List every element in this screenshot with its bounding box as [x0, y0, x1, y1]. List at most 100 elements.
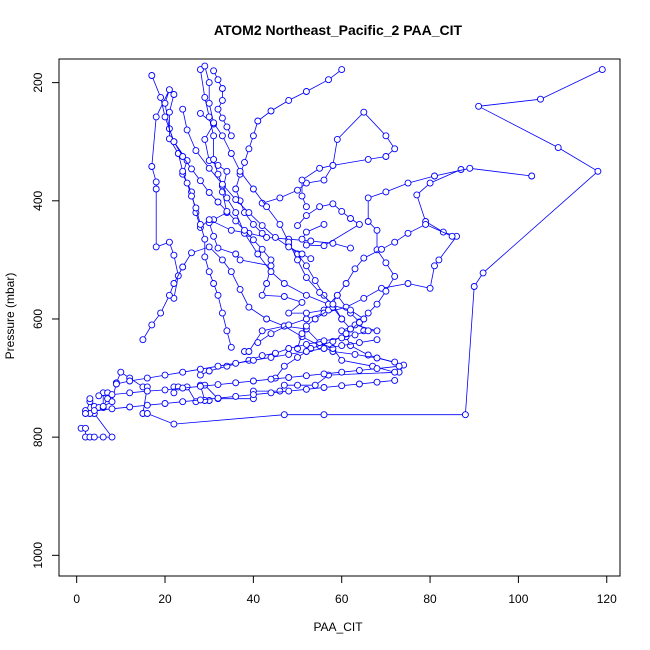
data-point — [196, 396, 204, 404]
data-point — [161, 99, 169, 107]
data-point — [210, 132, 218, 140]
data-point — [267, 107, 275, 115]
y-tick-label: 800 — [31, 427, 45, 447]
data-point — [364, 155, 372, 163]
data-point — [382, 188, 390, 196]
data-point — [285, 345, 293, 352]
data-point — [338, 66, 346, 74]
data-point — [302, 274, 310, 282]
data-point — [338, 356, 346, 364]
data-point — [201, 253, 209, 261]
data-point — [422, 220, 430, 228]
data-point — [218, 309, 226, 317]
data-point — [108, 398, 116, 406]
data-point — [258, 352, 266, 360]
data-point — [108, 391, 116, 399]
data-point — [302, 88, 310, 95]
data-series — [254, 166, 465, 347]
data-point — [373, 365, 381, 373]
data-point — [391, 376, 399, 384]
data-point — [594, 167, 602, 175]
data-point — [285, 387, 293, 395]
data-point — [227, 343, 235, 351]
data-point — [320, 337, 328, 345]
data-point — [214, 291, 222, 299]
data-point — [298, 250, 306, 258]
data-point — [302, 315, 310, 323]
data-point — [227, 132, 235, 140]
x-tick-label: 100 — [508, 592, 528, 606]
data-point — [157, 309, 165, 317]
data-point — [302, 291, 310, 299]
data-series — [271, 164, 536, 382]
data-point — [214, 394, 222, 402]
data-series — [196, 66, 368, 323]
data-point — [373, 327, 381, 335]
data-point — [205, 79, 213, 87]
data-point — [285, 374, 293, 381]
data-point — [205, 268, 213, 276]
data-point — [298, 298, 306, 306]
data-point — [294, 256, 301, 264]
data-point — [431, 172, 438, 180]
data-point — [426, 284, 434, 292]
data-point — [90, 407, 98, 415]
data-point — [391, 145, 399, 153]
y-tick-label: 200 — [31, 72, 45, 92]
data-point — [298, 192, 306, 200]
data-point — [307, 237, 315, 245]
data-point — [223, 207, 231, 215]
data-point — [143, 410, 151, 417]
data-point — [316, 164, 324, 172]
data-point — [373, 354, 381, 362]
data-point — [285, 321, 293, 329]
data-point — [126, 377, 134, 385]
series-line — [257, 169, 462, 343]
data-point — [271, 349, 279, 357]
data-point — [263, 203, 271, 211]
data-point — [227, 226, 235, 234]
data-point — [347, 306, 354, 314]
data-point — [170, 389, 178, 397]
data-point — [205, 216, 213, 224]
y-axis-label: Pressure (mbar) — [3, 273, 17, 360]
data-point — [271, 233, 279, 241]
data-point — [329, 161, 337, 169]
data-point — [598, 66, 606, 74]
data-point — [196, 382, 204, 390]
series-line — [98, 365, 400, 397]
data-point — [320, 220, 328, 228]
data-point — [320, 176, 328, 184]
data-point — [170, 280, 178, 287]
data-point — [223, 123, 231, 131]
data-point — [223, 167, 231, 175]
series-line — [262, 111, 396, 207]
data-point — [170, 91, 178, 98]
x-tick-label: 40 — [247, 592, 261, 606]
data-point — [360, 108, 368, 116]
data-point — [245, 209, 253, 217]
data-point — [99, 402, 107, 410]
data-point — [218, 96, 226, 104]
data-point — [236, 167, 244, 175]
data-point — [382, 153, 390, 160]
data-point — [311, 315, 319, 323]
data-point — [249, 356, 257, 364]
data-point — [183, 157, 191, 165]
data-point — [241, 158, 248, 166]
data-point — [285, 350, 293, 358]
data-point — [126, 403, 134, 411]
data-point — [373, 300, 381, 308]
data-point — [143, 401, 151, 409]
data-point — [267, 389, 275, 397]
data-series — [196, 327, 372, 379]
data-point — [280, 381, 288, 389]
data-series — [95, 362, 403, 400]
data-point — [285, 243, 293, 251]
data-point — [320, 384, 328, 391]
data-point — [355, 339, 363, 347]
data-point — [223, 327, 231, 335]
data-point — [276, 220, 284, 228]
data-point — [329, 200, 337, 208]
data-point — [294, 381, 301, 389]
